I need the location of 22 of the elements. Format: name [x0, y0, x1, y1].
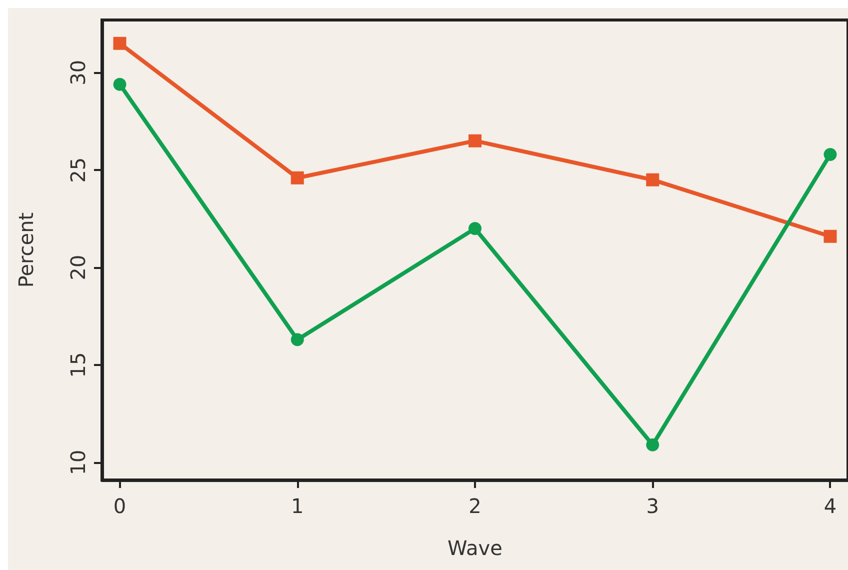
- x-axis-title: Wave: [448, 536, 502, 560]
- x-tick-label: 3: [646, 494, 659, 518]
- point: [468, 222, 482, 236]
- y-tick-label: 10: [66, 450, 90, 476]
- point: [290, 171, 304, 184]
- y-tick-label: 15: [66, 352, 90, 378]
- x-tick-label: 2: [468, 494, 482, 518]
- x-tick-label: 4: [824, 494, 837, 518]
- point: [290, 333, 304, 346]
- x-tick-label: 1: [291, 494, 304, 518]
- y-axis-title: Percent: [14, 212, 38, 288]
- point: [646, 438, 660, 452]
- point: [824, 148, 837, 161]
- y-tick-label: 30: [66, 60, 90, 86]
- point: [468, 134, 482, 148]
- point: [824, 230, 837, 243]
- point: [646, 173, 660, 186]
- point: [113, 36, 126, 50]
- x-tick-label: 0: [113, 494, 126, 518]
- y-tick-label: 25: [66, 157, 90, 183]
- y-tick-label: 20: [66, 254, 90, 280]
- point: [113, 78, 126, 91]
